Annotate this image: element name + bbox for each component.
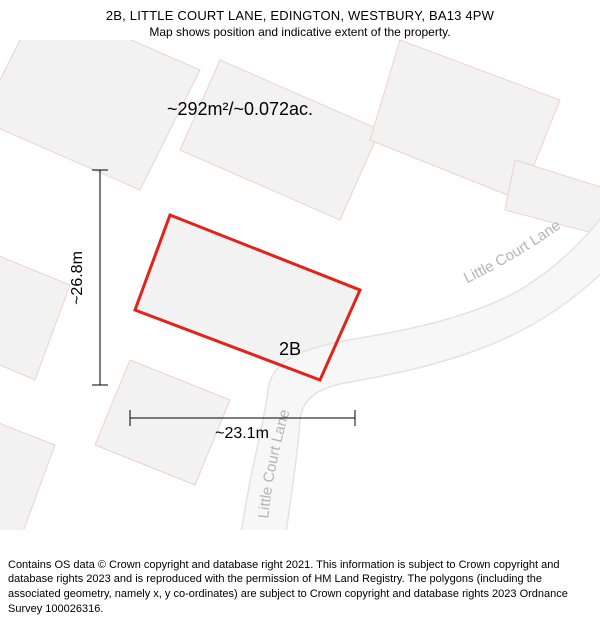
header: 2B, LITTLE COURT LANE, EDINGTON, WESTBUR…	[0, 0, 600, 39]
area-label: ~292m²/~0.072ac.	[167, 99, 313, 119]
map-container: Little Court LaneLittle Court Lane2B~292…	[0, 40, 600, 530]
plot-label: 2B	[279, 339, 301, 359]
map-svg: Little Court LaneLittle Court Lane2B~292…	[0, 40, 600, 530]
footer-copyright: Contains OS data © Crown copyright and d…	[8, 558, 592, 617]
page: 2B, LITTLE COURT LANE, EDINGTON, WESTBUR…	[0, 0, 600, 625]
width-label: ~23.1m	[215, 425, 269, 442]
address-line: 2B, LITTLE COURT LANE, EDINGTON, WESTBUR…	[0, 8, 600, 23]
height-label: ~26.8m	[69, 251, 86, 305]
subtitle-line: Map shows position and indicative extent…	[0, 25, 600, 39]
